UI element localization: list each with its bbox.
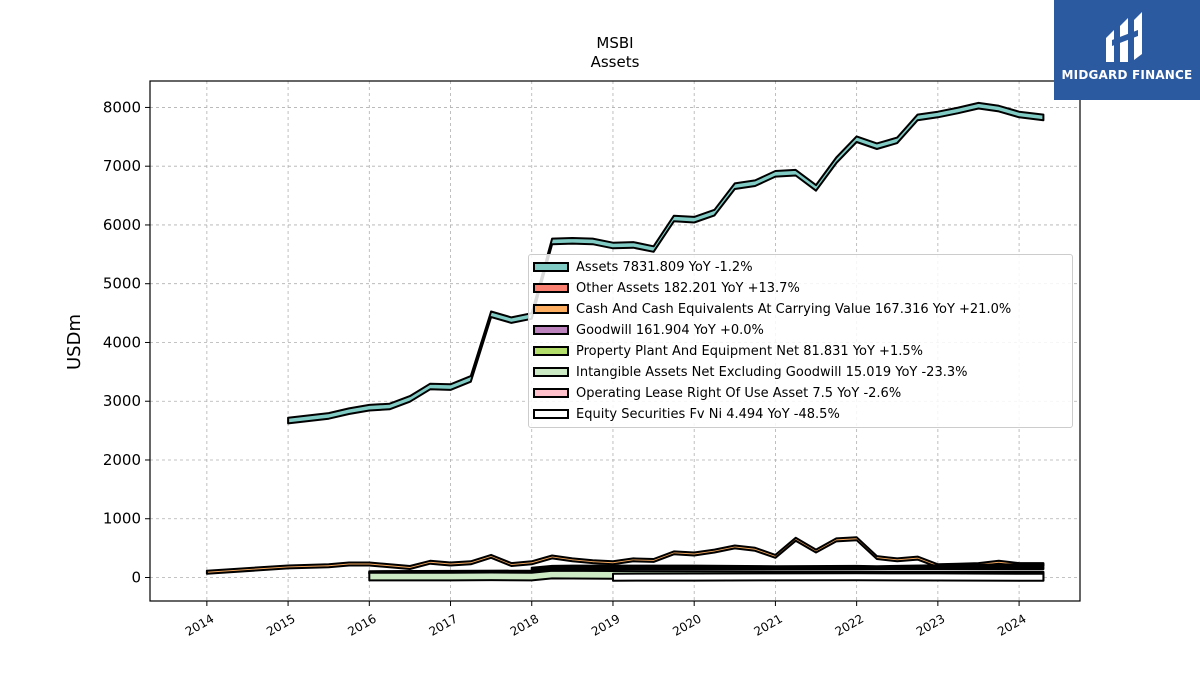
y-axis-label: USDm (64, 314, 85, 370)
y-tick-label: 7000 (103, 157, 141, 175)
legend-swatch-intangible (533, 367, 569, 377)
midgard-logo: MIDGARD FINANCE (1054, 0, 1200, 100)
legend-swatch-equity (533, 409, 569, 419)
y-tick-label: 1000 (103, 510, 141, 528)
y-tick-label: 4000 (103, 333, 141, 351)
legend-item-lease: Operating Lease Right Of Use Asset 7.5 Y… (529, 384, 1072, 404)
chart-subtitle: Assets (591, 53, 640, 71)
y-tick-label: 2000 (103, 451, 141, 469)
x-tick-label: 2017 (427, 611, 460, 638)
legend-swatch-cash (533, 304, 569, 314)
y-tick-label: 3000 (103, 392, 141, 410)
legend-label-assets: Assets 7831.809 YoY -1.2% (576, 260, 753, 275)
legend-swatch-other-assets (533, 283, 569, 293)
legend-item-intangible: Intangible Assets Net Excluding Goodwill… (529, 363, 1072, 383)
x-tick-label: 2015 (264, 611, 297, 638)
x-tick-label: 2023 (914, 611, 947, 638)
legend-label-intangible: Intangible Assets Net Excluding Goodwill… (576, 365, 968, 380)
legend-item-equity: Equity Securities Fv Ni 4.494 YoY -48.5% (529, 405, 1072, 425)
x-tick-label: 2022 (833, 611, 866, 638)
legend-swatch-ppe (533, 346, 569, 356)
legend-label-other-assets: Other Assets 182.201 YoY +13.7% (576, 281, 800, 296)
y-tick-label: 5000 (103, 275, 141, 293)
x-tick-label: 2024 (995, 611, 1028, 638)
legend-label-lease: Operating Lease Right Of Use Asset 7.5 Y… (576, 386, 902, 401)
logo-text: MIDGARD FINANCE (1061, 68, 1193, 82)
legend-swatch-goodwill (533, 325, 569, 335)
x-tick-label: 2018 (508, 611, 541, 638)
legend-label-goodwill: Goodwill 161.904 YoY +0.0% (576, 323, 764, 338)
legend-item-other-assets: Other Assets 182.201 YoY +13.7% (529, 279, 1072, 299)
x-tick-label: 2016 (345, 611, 378, 638)
legend-swatch-assets (533, 262, 569, 272)
x-tick-label: 2021 (751, 611, 784, 638)
x-tick-label: 2019 (589, 611, 622, 638)
legend-label-cash: Cash And Cash Equivalents At Carrying Va… (576, 302, 1012, 317)
y-tick-label: 6000 (103, 216, 141, 234)
y-tick-label: 8000 (103, 98, 141, 116)
chart-title: MSBI (596, 34, 633, 52)
legend-item-ppe: Property Plant And Equipment Net 81.831 … (529, 342, 1072, 362)
plot-frame (149, 80, 1081, 602)
series-goodwill (368, 566, 1045, 575)
midgard-logo-icon (1106, 12, 1142, 62)
legend-label-equity: Equity Securities Fv Ni 4.494 YoY -48.5% (576, 407, 840, 422)
legend-item-assets: Assets 7831.809 YoY -1.2% (529, 258, 1072, 278)
legend-swatch-lease (533, 388, 569, 398)
legend-item-goodwill: Goodwill 161.904 YoY +0.0% (529, 321, 1072, 341)
chart-legend: Assets 7831.809 YoY -1.2% Other Assets 1… (528, 254, 1073, 428)
x-tick-label: 2014 (183, 611, 216, 638)
series-equity-securities-fv-ni (612, 572, 1045, 582)
x-tick-label: 2020 (670, 611, 703, 638)
legend-item-cash: Cash And Cash Equivalents At Carrying Va… (529, 300, 1072, 320)
y-tick-label: 0 (131, 568, 141, 586)
legend-label-ppe: Property Plant And Equipment Net 81.831 … (576, 344, 923, 359)
